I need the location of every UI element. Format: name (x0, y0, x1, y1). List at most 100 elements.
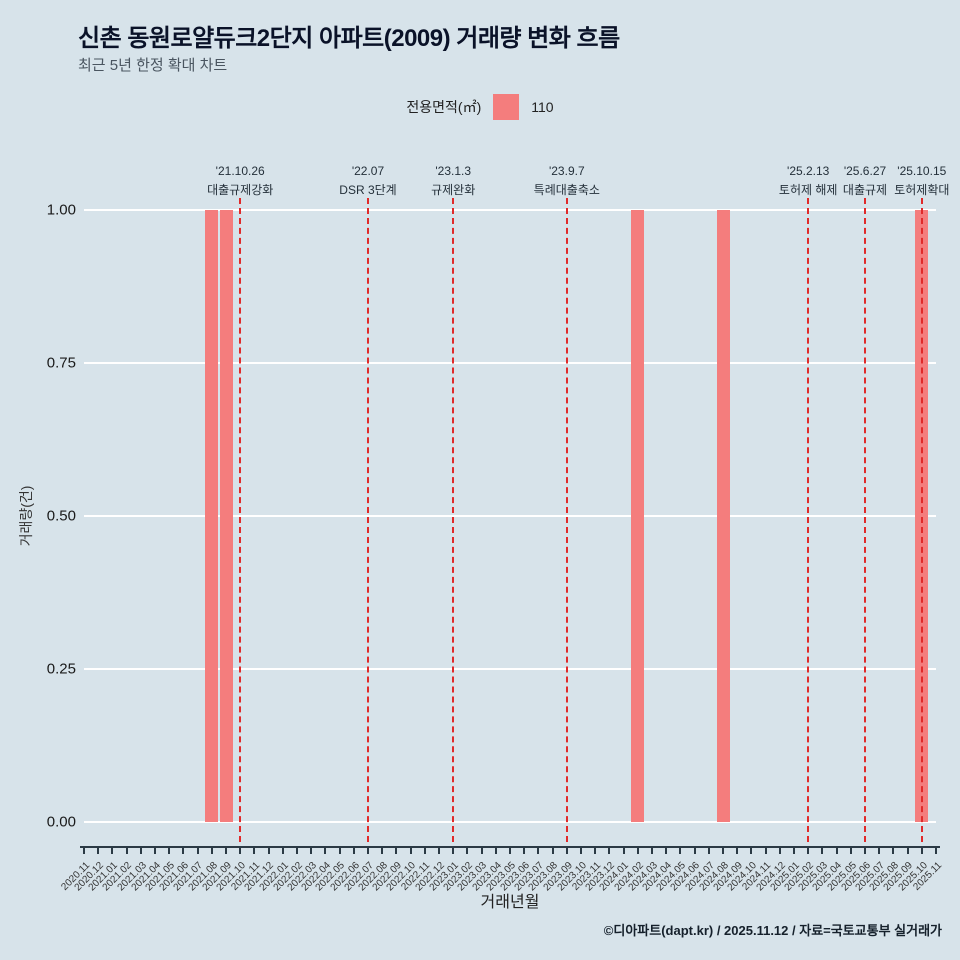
gridline-y-0.00 (84, 821, 936, 823)
x-tick (494, 848, 497, 854)
x-tick (736, 848, 739, 854)
x-tick (722, 848, 724, 854)
x-tick (139, 848, 142, 854)
x-tick (381, 848, 384, 854)
annotation-date: '25.6.27 (843, 164, 887, 178)
x-tick (707, 848, 710, 854)
bar-2021.09 (219, 210, 233, 822)
x-tick (693, 848, 696, 854)
annotation-label: 특례대출축소 (533, 183, 600, 197)
x-tick (864, 848, 866, 854)
annotation-line-2023.09 (565, 198, 568, 852)
x-tick (452, 848, 455, 854)
annotation-label: 토허제 해제 (778, 183, 838, 197)
gridline-y-0.75 (84, 362, 936, 364)
page-subtitle: 최근 5년 한정 확대 차트 (78, 57, 228, 74)
x-tick (935, 848, 937, 854)
legend-value: 110 (531, 99, 554, 115)
y-tick-label: 0.75 (46, 354, 76, 372)
x-tick (565, 848, 568, 854)
x-tick (594, 848, 597, 854)
x-tick (878, 848, 881, 854)
x-tick (793, 848, 795, 854)
x-tick (849, 848, 852, 854)
legend-label: 전용면적(㎡) (406, 99, 482, 115)
annotation-label: 토허제확대 (894, 183, 950, 197)
bar-2024.02 (631, 210, 645, 822)
x-tick (83, 848, 85, 854)
annotation-line-2025.02 (807, 198, 810, 852)
y-tick-label: 1.00 (46, 201, 76, 219)
x-tick (438, 848, 440, 854)
gridline-y-1.00 (84, 209, 936, 211)
x-tick (168, 848, 171, 854)
legend-swatch (493, 94, 520, 120)
x-tick (97, 848, 100, 854)
x-tick (665, 848, 668, 854)
x-tick (395, 848, 398, 854)
x-tick (182, 848, 185, 854)
plot-area: 0.00 0.25 0.50 0.75 1.00 '21.10.26 대출규제강화 '22.0… (47, 164, 950, 893)
y-tick-label: 0.25 (46, 660, 76, 678)
x-tick (154, 848, 156, 854)
x-tick (651, 848, 653, 854)
x-tick (778, 848, 781, 854)
x-tick (679, 848, 682, 854)
bar-2024.08 (716, 210, 730, 822)
x-tick (324, 848, 327, 854)
x-tick (537, 848, 540, 854)
x-tick (622, 848, 625, 854)
x-tick (636, 848, 639, 854)
x-tick (367, 848, 369, 854)
x-tick (509, 848, 511, 854)
x-tick (296, 848, 298, 854)
x-tick (352, 848, 355, 854)
annotation-date: '23.9.7 (548, 164, 585, 178)
x-tick (466, 848, 469, 854)
x-axis-line (80, 846, 940, 848)
annotation-date: '23.1.3 (435, 164, 472, 178)
x-tick (608, 848, 611, 854)
bar-2021.08 (205, 210, 219, 822)
x-tick (125, 848, 128, 854)
annotation-date: '22.07 (351, 164, 385, 178)
gridline-y-0.25 (84, 668, 936, 670)
x-tick (225, 848, 227, 854)
annotation-line-2022.07 (367, 198, 369, 852)
y-tick-label: 0.00 (46, 813, 76, 831)
x-tick (750, 848, 753, 854)
y-tick-label: 0.50 (46, 507, 76, 525)
annotation-label: DSR 3단계 (339, 183, 397, 197)
x-tick (920, 848, 923, 854)
annotation-line-2021.10 (239, 198, 242, 852)
annotation-date: '25.10.15 (897, 164, 947, 178)
annotation-date: '25.2.13 (787, 164, 830, 178)
x-tick (423, 848, 426, 854)
x-tick (764, 848, 767, 854)
x-tick (281, 848, 284, 854)
annotation-line-2025.06 (864, 198, 866, 852)
x-tick (807, 848, 810, 854)
page-title: 신촌 동원로얄듀크2단지 아파트(2009) 거래량 변화 흐름 (78, 25, 620, 52)
gridline-y-0.50 (84, 515, 936, 517)
x-tick (835, 848, 838, 854)
annotation-label: 규제완화 (431, 183, 476, 197)
x-tick (310, 848, 313, 854)
x-tick (892, 848, 895, 854)
x-tick (523, 848, 526, 854)
x-tick (480, 848, 483, 854)
annotation-line-2023.01 (452, 198, 455, 852)
x-tick (210, 848, 213, 854)
annotation-label: 대출규제 (842, 183, 888, 197)
x-tick (267, 848, 270, 854)
x-tick (821, 848, 824, 854)
footer-credit: ©디아파트(dapt.kr) / 2025.11.12 / 자료=국토교통부 실… (603, 923, 942, 938)
x-tick (239, 848, 242, 854)
x-tick (551, 848, 554, 854)
x-tick (338, 848, 341, 854)
x-axis-title: 거래년월 (480, 894, 540, 911)
annotation-line-2025.10 (920, 198, 923, 852)
x-tick (580, 848, 582, 854)
annotation-date: '21.10.26 (215, 164, 265, 178)
